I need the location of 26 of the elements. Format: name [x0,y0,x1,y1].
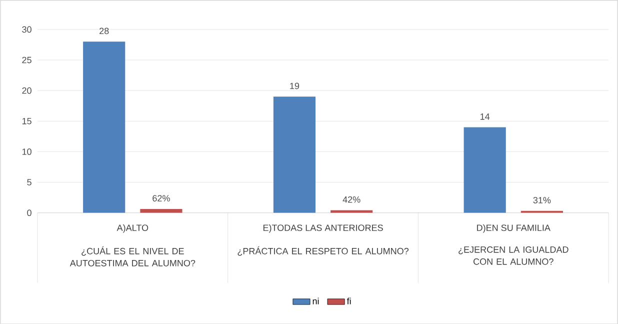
bar [330,210,373,213]
data-label: 14 [480,113,490,120]
x-tick-label: A)ALTO [116,224,148,233]
y-tick-label: 20 [22,87,32,94]
text: ¿CUÁL ES EL NIVEL DE AUTOESTIMA DEL ALUMNO? [70,246,196,266]
y-tick-label: 5 [27,178,32,186]
data-label: 62% [152,194,170,202]
text: ¿EJERCEN LA IGUALDAD CON EL ALUMNO? [458,246,568,265]
bar [83,41,126,213]
data-label: 31% [533,196,551,204]
x-tick-label: D)EN SU FAMILIA [477,224,550,233]
bar [140,208,182,213]
y-tick-label: 25 [22,56,32,64]
x-tick-label: E)TODAS LAS ANTERIORES [263,224,383,233]
bar [273,96,316,213]
data-label: 28 [100,28,109,34]
bar [464,127,506,213]
legend-label: ni [312,297,319,304]
y-tick-label: 0 [27,209,32,216]
y-tick-label: 15 [22,118,32,124]
y-tick-label: 30 [22,26,32,32]
text: ¿PRÁCTICA EL RESPETO EL ALUMNO? [238,246,409,256]
legend-label: fi [346,297,351,304]
data-label: 42% [342,196,360,202]
y-tick-label: 10 [22,148,32,155]
data-label: 19 [290,82,300,89]
